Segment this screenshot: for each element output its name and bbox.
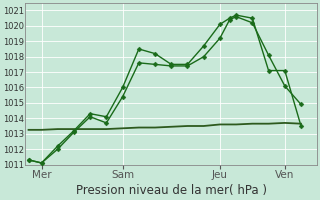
X-axis label: Pression niveau de la mer( hPa ): Pression niveau de la mer( hPa )	[76, 184, 267, 197]
